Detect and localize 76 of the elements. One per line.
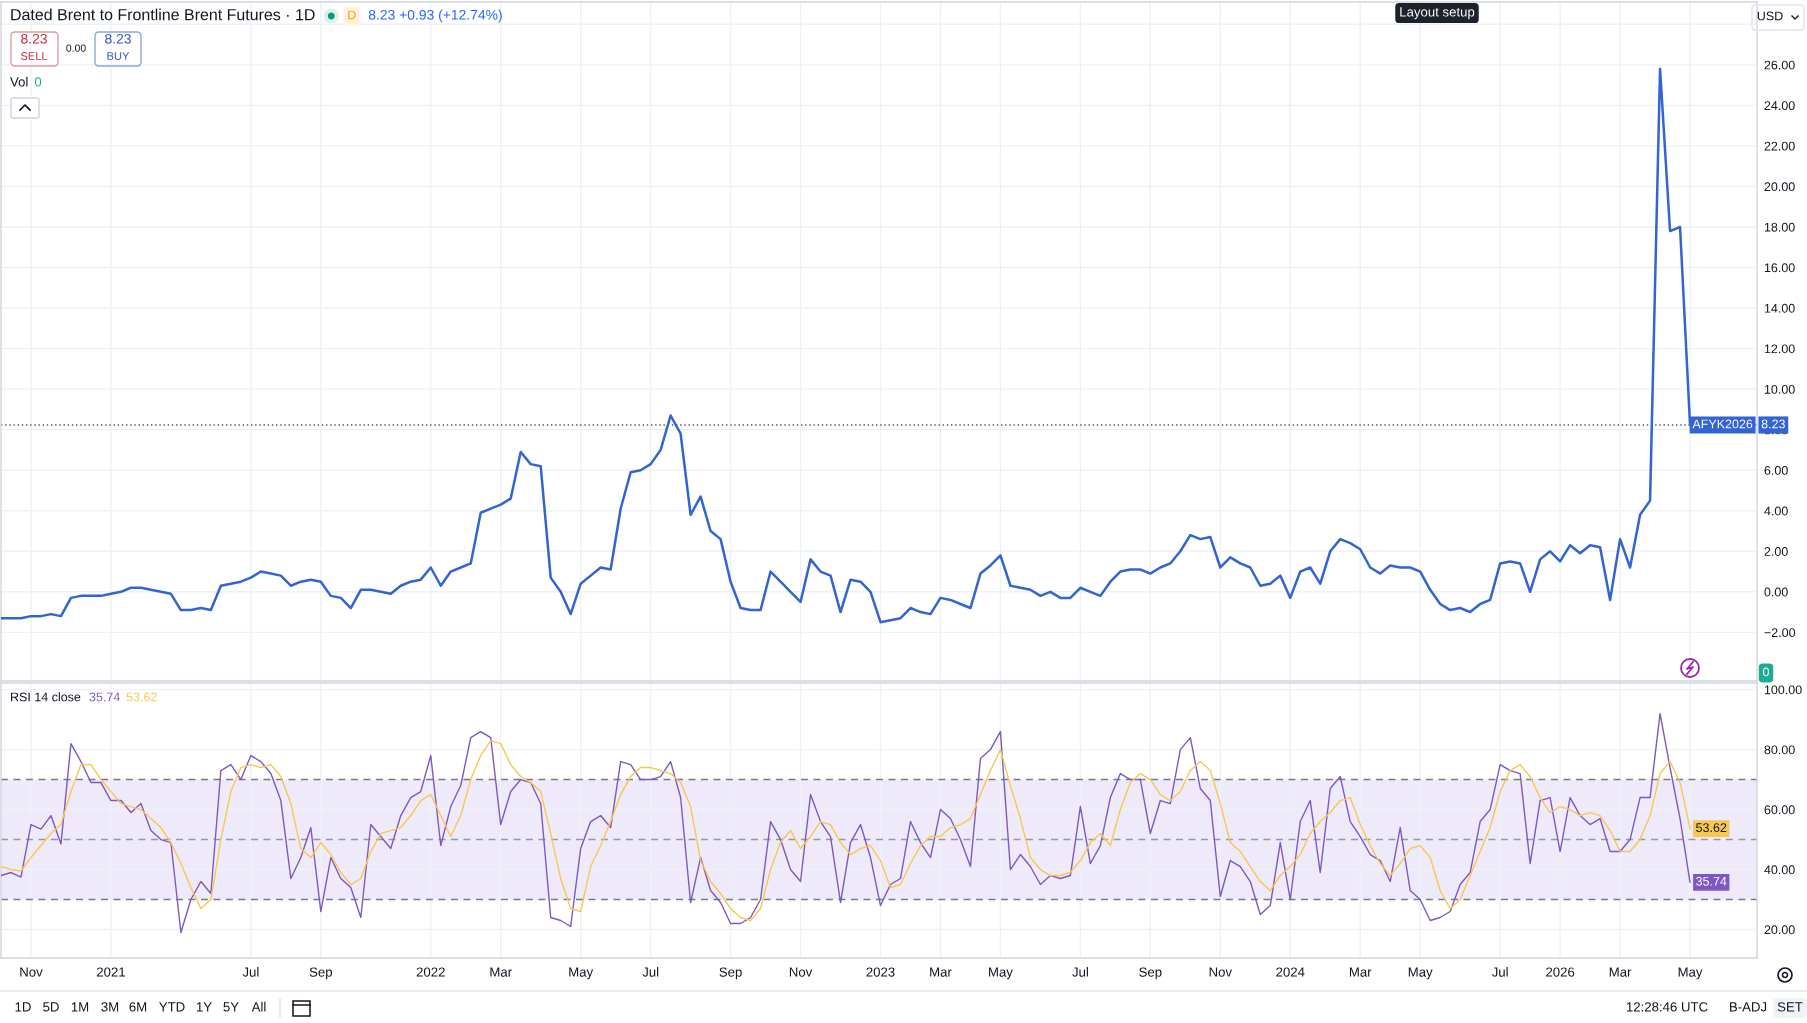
text: 8.23 +0.93 (+12.74%) [368, 9, 502, 23]
y-tick-label: 6.00 [1764, 466, 1788, 475]
text: SET [1777, 1002, 1803, 1012]
text: 1D [15, 1002, 31, 1012]
data-label: 35.74 [1696, 876, 1727, 886]
x-tick-label: Jul [642, 967, 659, 977]
annotation: D [348, 10, 356, 20]
text: B-ADJ [1730, 1002, 1767, 1012]
x-tick-label: Mar [930, 967, 952, 977]
y-tick-label: 40.00 [1764, 865, 1795, 875]
annotation: 8.23 [21, 33, 47, 44]
x-tick-label: Mar [1349, 967, 1372, 977]
x-tick-label: Nov [20, 967, 43, 977]
annotation: 0.00 [66, 44, 86, 52]
y-tick-label: 60.00 [1764, 805, 1795, 815]
chart-title: Dated Brent to Frontline Brent Futures · 1D [11, 8, 315, 21]
y-tick-label: 80.00 [1764, 745, 1795, 755]
x-tick-label: Nov [1209, 967, 1232, 977]
text: 5Y [223, 1002, 239, 1012]
text: 3M [101, 1002, 119, 1012]
x-tick-label: Jul [1491, 967, 1508, 977]
x-tick-label: Sep [309, 967, 332, 980]
y-tick-label: 20.00 [1764, 925, 1795, 935]
x-tick-label: May [1408, 967, 1433, 980]
x-tick-label: Sep [719, 967, 742, 980]
y-tick-label: 4.00 [1764, 506, 1788, 516]
x-tick-label: Jul [242, 967, 259, 977]
annotation: Layout setup [1400, 7, 1475, 20]
y-tick-label: −2.00 [1764, 628, 1796, 638]
x-tick-label: 2023 [866, 967, 895, 977]
annotation: Vol [10, 76, 28, 87]
x-tick-label: May [989, 967, 1013, 980]
text: RSI 14 close [11, 692, 81, 702]
x-tick-label: 2021 [96, 967, 125, 977]
x-tick-label: 2024 [1276, 967, 1305, 977]
y-tick-label: 0.00 [1764, 587, 1788, 597]
y-tick-label: 14.00 [1764, 303, 1795, 313]
y-tick-label: 18.00 [1764, 222, 1795, 232]
text: All [251, 1001, 266, 1012]
line-series [1, 739, 1691, 922]
text: USD [1757, 11, 1783, 21]
y-tick-label: 24.00 [1764, 101, 1795, 111]
y-tick-label: 10.00 [1764, 384, 1795, 394]
y-tick-label: 12.00 [1764, 344, 1795, 354]
x-tick-label: Nov [789, 967, 813, 977]
y-tick-label: 2.00 [1764, 547, 1788, 556]
annotation: SELL [20, 52, 48, 60]
text: YTD [159, 1002, 185, 1012]
y-tick-label: 100.00 [1764, 685, 1802, 695]
ref-line-label: AFYK2026 [1692, 419, 1753, 429]
text: 8.23 [1761, 419, 1785, 429]
annotation: 8.23 [105, 33, 131, 44]
text: 6M [129, 1002, 147, 1012]
y-tick-label: 16.00 [1764, 263, 1795, 273]
x-tick-label: 2022 [416, 967, 445, 977]
annotation: BUY [107, 52, 130, 60]
y-tick-label: 26.00 [1764, 60, 1795, 70]
x-tick-label: May [1678, 967, 1703, 980]
data-label: 53.62 [1696, 823, 1727, 833]
x-tick-label: Sep [1139, 967, 1162, 980]
x-tick-label: Jul [1072, 967, 1088, 977]
y-tick-label: 20.00 [1764, 182, 1795, 192]
text: 12:28:46 UTC [1626, 1002, 1708, 1012]
text: 0 [1763, 667, 1769, 677]
x-tick-label: Mar [1609, 967, 1632, 977]
text: 1M [71, 1002, 89, 1012]
y-tick-label: 22.00 [1764, 141, 1795, 151]
text: 35.74 [89, 692, 120, 702]
line-series [1, 712, 1691, 934]
text: 5D [43, 1002, 59, 1012]
x-tick-label: Mar [490, 967, 512, 977]
text: 1Y [196, 1002, 212, 1012]
annotation: 0 [34, 77, 42, 87]
x-tick-label: May [569, 967, 594, 980]
text: 53.62 [126, 692, 157, 702]
x-tick-label: 2026 [1546, 967, 1575, 977]
